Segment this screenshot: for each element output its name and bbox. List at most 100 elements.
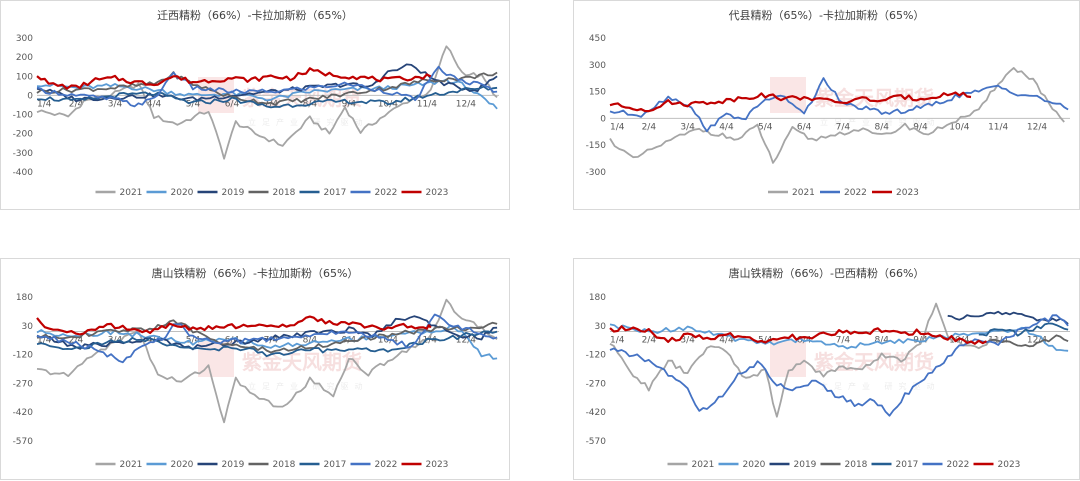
y-tick-label: -200 bbox=[13, 130, 34, 140]
x-tick-label: 3/4 bbox=[680, 336, 695, 346]
series-line-2023 bbox=[609, 325, 987, 345]
y-tick-label: 450 bbox=[589, 34, 606, 44]
legend-label: 2021 bbox=[792, 188, 815, 198]
legend-label: 2017 bbox=[896, 460, 919, 470]
watermark-slogan: 立足产业 研究驱动 bbox=[820, 381, 941, 391]
x-tick-label: 9/4 bbox=[913, 336, 928, 346]
x-tick-label: 8/4 bbox=[874, 122, 889, 132]
x-tick-label: 11/4 bbox=[417, 99, 437, 109]
legend-label: 2019 bbox=[794, 460, 817, 470]
chart-panel-daixian: 代县精粉（65%）-卡拉加斯粉（65%） 紫金天风期货 立足产业 研究驱动 450 3… bbox=[573, 0, 1080, 210]
legend-item-2021: 2021 bbox=[95, 460, 143, 470]
y-tick-label: 30 bbox=[595, 322, 607, 332]
legend-label: 2022 bbox=[375, 460, 398, 470]
x-tick-label: 2/4 bbox=[642, 122, 657, 132]
legend-label: 2017 bbox=[324, 188, 347, 198]
y-tick-label: 200 bbox=[16, 53, 33, 63]
legend-item-2019: 2019 bbox=[197, 460, 245, 470]
y-tick-label: 180 bbox=[16, 293, 33, 303]
series-line-2017 bbox=[36, 330, 498, 358]
x-tick-label: 6/4 bbox=[225, 336, 240, 346]
x-tick-label: 7/4 bbox=[836, 336, 851, 346]
legend-item-2023: 2023 bbox=[401, 460, 448, 470]
legend-label: 2021 bbox=[120, 460, 143, 470]
legend-label: 2018 bbox=[273, 460, 296, 470]
chart-title: 迁西精粉（66%）-卡拉加斯粉（65%） bbox=[157, 9, 353, 22]
legend-item-2021: 2021 bbox=[95, 188, 142, 198]
x-tick-label: 12/4 bbox=[456, 99, 476, 109]
legend-item-2020: 2020 bbox=[146, 188, 194, 198]
watermark-logo-icon bbox=[770, 77, 806, 113]
x-tick-label: 10/4 bbox=[949, 336, 969, 346]
x-tick-label: 8/4 bbox=[874, 336, 889, 346]
legend-item-2017: 2017 bbox=[299, 188, 347, 198]
legend-label: 2017 bbox=[324, 460, 347, 470]
y-tick-label: -300 bbox=[13, 149, 34, 159]
x-tick-label: 12/4 bbox=[1027, 122, 1047, 132]
legend-label: 2023 bbox=[426, 188, 449, 198]
series-line-2023 bbox=[36, 315, 432, 336]
legend-label: 2020 bbox=[171, 460, 194, 470]
legend-item-2022: 2022 bbox=[350, 188, 398, 198]
series-line-2018 bbox=[36, 319, 498, 354]
watermark-name: 紫金天风期货 bbox=[242, 350, 362, 374]
x-tick-label: 1/4 bbox=[610, 336, 625, 346]
x-tick-label: 3/4 bbox=[108, 99, 123, 109]
chart-panel-tangshan-brazil: 唐山铁精粉（66%）-巴西精粉（66%） 紫金天风期货 立足产业 研究驱动 180 3… bbox=[573, 258, 1080, 480]
x-tick-label: 6/4 bbox=[797, 122, 812, 132]
y-tick-label: -400 bbox=[13, 168, 34, 178]
y-tick-label: 150 bbox=[589, 88, 606, 98]
legend-item-2021: 2021 bbox=[667, 460, 714, 470]
legend-item-2018: 2018 bbox=[248, 188, 296, 198]
y-tick-label: -270 bbox=[586, 379, 607, 389]
series-line-2017 bbox=[978, 322, 1069, 337]
series-line-2023 bbox=[36, 67, 432, 90]
legend-label: 2019 bbox=[222, 188, 245, 198]
y-tick-label: -100 bbox=[13, 111, 34, 121]
y-tick-label: -300 bbox=[586, 168, 607, 178]
y-tick-label: -120 bbox=[13, 351, 34, 361]
watermark-name: 紫金天风期货 bbox=[814, 86, 934, 110]
legend-item-2022: 2022 bbox=[820, 188, 867, 198]
x-tick-label: 8/4 bbox=[303, 336, 318, 346]
x-tick-label: 1/4 bbox=[37, 99, 52, 109]
series-line-2020 bbox=[609, 323, 1069, 352]
legend-label: 2018 bbox=[845, 460, 868, 470]
legend-label: 2020 bbox=[171, 188, 194, 198]
series-line-2022 bbox=[36, 313, 498, 364]
x-tick-label: 1/4 bbox=[610, 122, 625, 132]
series-line-2018 bbox=[982, 334, 1069, 348]
series-line-2022 bbox=[36, 65, 498, 108]
series-line-2022 bbox=[609, 314, 1069, 417]
legend-label: 2020 bbox=[743, 460, 766, 470]
legend-item-2023: 2023 bbox=[973, 460, 1020, 470]
chart-title: 代县精粉（65%）-卡拉加斯粉（65%） bbox=[728, 9, 925, 22]
y-tick-label: 30 bbox=[22, 322, 34, 332]
x-tick-label: 9/4 bbox=[913, 122, 928, 132]
legend-label: 2022 bbox=[844, 188, 867, 198]
x-tick-label: 6/4 bbox=[225, 99, 240, 109]
legend-item-2019: 2019 bbox=[197, 188, 245, 198]
legend-label: 2022 bbox=[375, 188, 398, 198]
legend-item-2020: 2020 bbox=[718, 460, 766, 470]
x-tick-label: 10/4 bbox=[949, 122, 969, 132]
x-tick-label: 7/4 bbox=[836, 122, 851, 132]
series-line-2018 bbox=[36, 71, 498, 106]
y-tick-label: 0 bbox=[27, 91, 33, 101]
x-tick-label: 2/4 bbox=[69, 336, 84, 346]
series-line-2021 bbox=[36, 45, 498, 160]
x-tick-label: 5/4 bbox=[758, 336, 773, 346]
x-tick-label: 1/4 bbox=[37, 336, 52, 346]
legend-item-2022: 2022 bbox=[922, 460, 969, 470]
y-tick-label: 100 bbox=[16, 72, 33, 82]
x-tick-label: 3/4 bbox=[680, 122, 695, 132]
y-tick-label: -120 bbox=[586, 351, 607, 361]
series-line-2021 bbox=[609, 302, 999, 418]
legend-label: 2019 bbox=[222, 460, 245, 470]
y-tick-label: -420 bbox=[586, 408, 607, 418]
legend-label: 2018 bbox=[273, 188, 296, 198]
x-tick-label: 5/4 bbox=[186, 99, 201, 109]
legend-item-2022: 2022 bbox=[350, 460, 398, 470]
